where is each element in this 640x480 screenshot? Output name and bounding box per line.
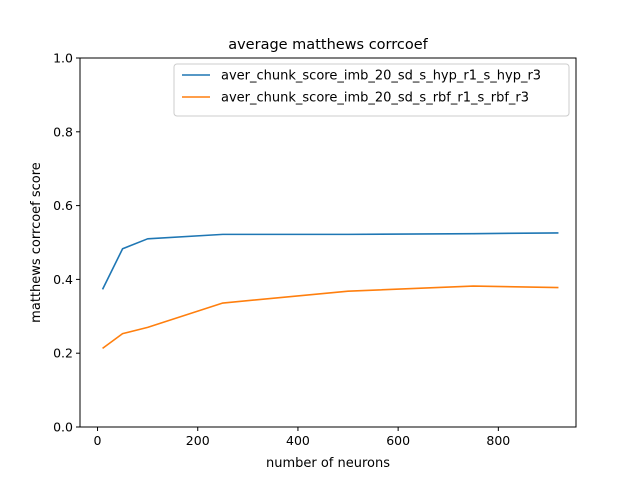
- x-axis: 0 200 400 600 800: [94, 427, 510, 448]
- plot-frame: [79, 57, 577, 428]
- y-tick-label: 1.0: [53, 51, 73, 66]
- y-tick-label: 0.6: [53, 198, 73, 213]
- x-tick-label: 0: [94, 433, 102, 448]
- x-axis-label: number of neurons: [266, 456, 390, 471]
- x-tick-label: 400: [286, 433, 310, 448]
- y-axis: 0.0 0.2 0.4 0.6 0.8 1.0: [53, 51, 80, 435]
- legend-label: aver_chunk_score_imb_20_sd_s_rbf_r1_s_rb…: [221, 91, 529, 106]
- x-tick-label: 800: [486, 433, 510, 448]
- x-tick-label: 600: [386, 433, 410, 448]
- y-tick-label: 0.2: [53, 346, 73, 361]
- y-axis-label: matthews corrcoef score: [29, 162, 44, 323]
- plot-area: [79, 57, 577, 428]
- x-tick-label: 200: [186, 433, 210, 448]
- y-tick-label: 0.8: [53, 124, 73, 139]
- series-layer: [101, 232, 559, 350]
- y-tick-label: 0.4: [53, 272, 73, 287]
- series-line-2: [102, 285, 559, 350]
- y-tick-label: 0.0: [53, 420, 73, 435]
- series-line-1: [101, 232, 559, 290]
- legend: aver_chunk_score_imb_20_sd_s_hyp_r1_s_hy…: [173, 63, 570, 117]
- legend-label: aver_chunk_score_imb_20_sd_s_hyp_r1_s_hy…: [221, 69, 541, 84]
- legend-box: [173, 63, 570, 117]
- chart-title: average matthews corrcoef: [228, 37, 428, 53]
